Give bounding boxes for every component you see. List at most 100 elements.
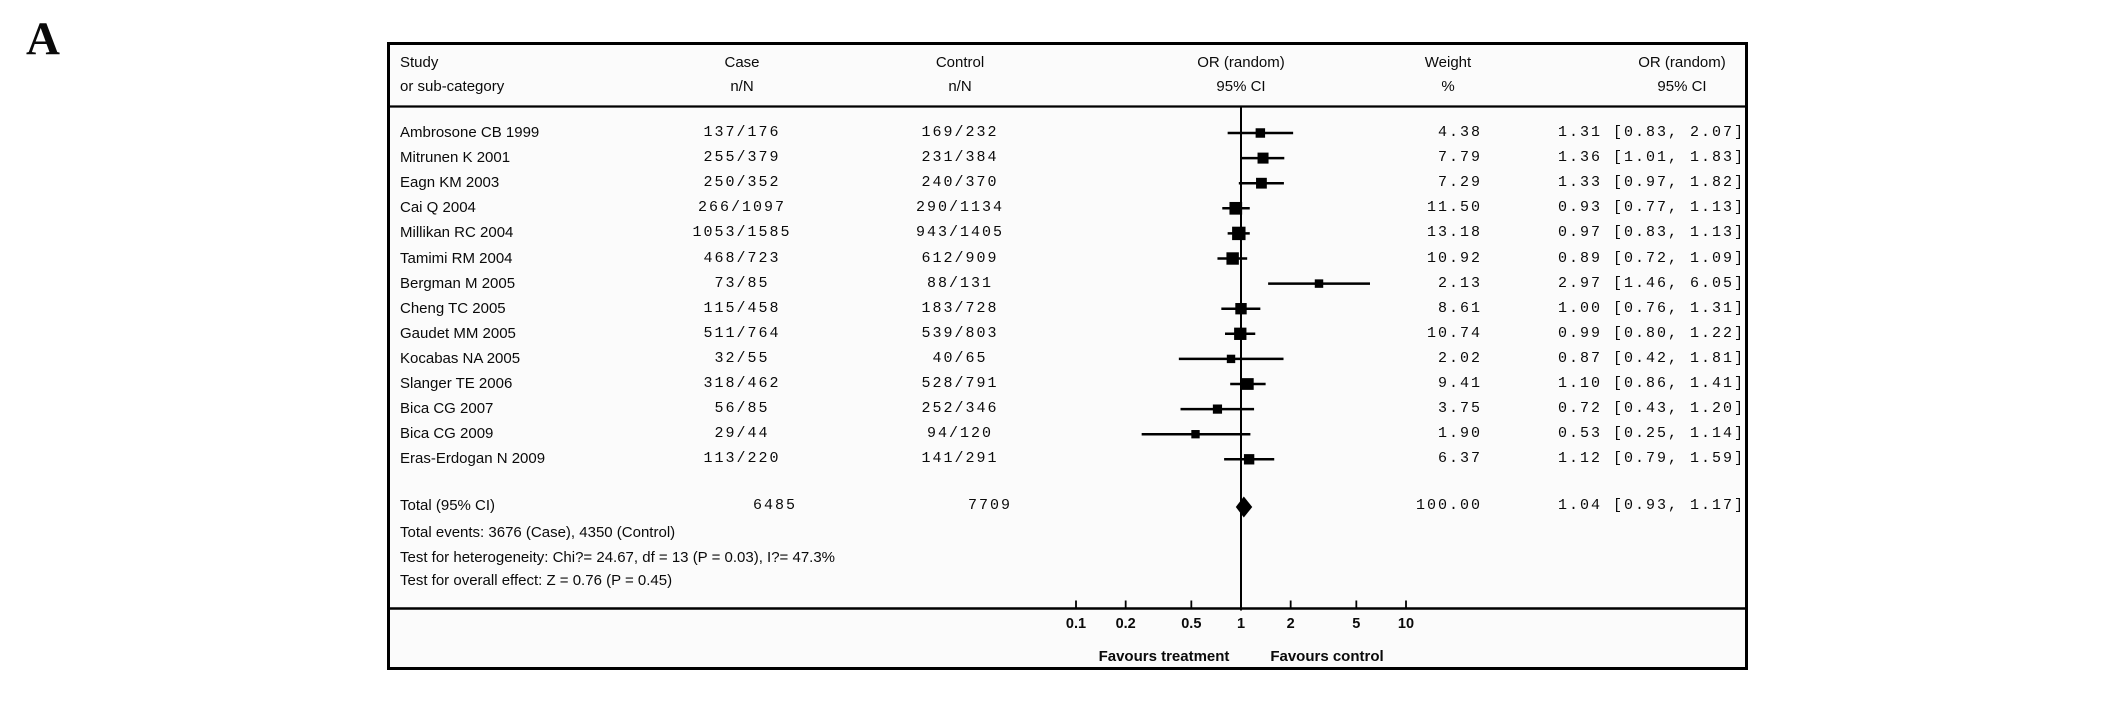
weight-value: 10.92 [1426, 249, 1482, 267]
study-name: Cai Q 2004 [400, 199, 476, 217]
point-estimate-square [1191, 430, 1200, 439]
total-row: Total (95% CI) 6485 7709 100.00 1.04 [0.… [390, 496, 1745, 516]
study-name: Millikan RC 2004 [400, 224, 514, 242]
control-n: 943/1405 [915, 224, 1004, 242]
axis-tick-label: 5 [1352, 616, 1361, 632]
case-n: 29/44 [714, 425, 770, 443]
column-header-weight-line1: Weight [1424, 54, 1472, 71]
case-n: 255/379 [703, 149, 781, 167]
weight-value: 4.38 [1437, 124, 1482, 141]
or-ci-value: 1.10 [0.86, 1.41] [1557, 375, 1745, 392]
overall-effect-test-line: Test for overall effect: Z = 0.76 (P = 0… [400, 572, 673, 589]
study-row: Kocabas NA 2005 32/55 40/65 2.02 0.87 [0.42,… [390, 349, 1745, 369]
study-row: Mitrunen K 2001 255/379 231/384 7.79 1.36 [1… [390, 148, 1745, 168]
pooled-diamond [1235, 496, 1253, 518]
axis-tick-label: 0.2 [1115, 616, 1136, 632]
case-n: 266/1097 [697, 199, 786, 217]
column-header-weight-line2: % [1441, 78, 1455, 95]
control-n: 290/1134 [915, 199, 1004, 217]
control-n: 40/65 [932, 349, 988, 367]
study-name: Ambrosone CB 1999 [400, 124, 540, 141]
column-header-or-plot: OR (random) 95% CI [1161, 51, 1321, 99]
or-ci-value: 1.00 [0.76, 1.31] [1557, 299, 1745, 317]
column-header-study: Study or sub-category [400, 51, 504, 99]
control-n: 252/346 [921, 400, 999, 418]
case-n: 73/85 [714, 274, 770, 292]
point-estimate-square [1256, 177, 1267, 189]
column-header-weight: Weight % [1368, 51, 1528, 99]
column-header-or-text-line1: OR (random) [1638, 54, 1726, 71]
control-n: 183/728 [921, 299, 999, 317]
point-estimate-square [1243, 454, 1255, 465]
case-n: 137/176 [703, 124, 781, 141]
forest-plot-panel: Study or sub-category Case n/N Control n… [387, 42, 1748, 670]
study-name: Bica CG 2009 [400, 425, 494, 443]
column-header-study-line1: Study [400, 54, 439, 71]
column-header-or-text-line2: 95% CI [1657, 78, 1707, 95]
study-row: Bergman M 2005 73/85 88/131 2.13 2.97 [1.46,… [390, 274, 1745, 294]
study-row: Gaudet MM 2005 511/764 539/803 10.74 0.99 [0… [390, 324, 1745, 344]
column-header-or-plot-line1: OR (random) [1197, 54, 1285, 71]
control-n: 528/791 [921, 375, 999, 392]
panel-label: A [26, 13, 60, 65]
control-n: 240/370 [921, 174, 999, 192]
axis-tick-label: 1 [1236, 616, 1246, 632]
or-ci-value: 0.93 [0.77, 1.13] [1557, 199, 1745, 217]
study-name: Mitrunen K 2001 [400, 149, 511, 167]
weight-value: 8.61 [1437, 299, 1482, 317]
favours-control-label: Favours control [1270, 648, 1384, 665]
or-ci-value: 1.12 [0.79, 1.59] [1557, 450, 1745, 468]
study-name: Bica CG 2007 [400, 400, 494, 418]
study-name: Eras-Erdogan N 2009 [400, 450, 546, 468]
point-estimate-square [1235, 303, 1247, 315]
weight-value: 2.13 [1437, 274, 1482, 292]
point-estimate-square [1226, 354, 1236, 364]
study-row: Eras-Erdogan N 2009 113/220 141/291 6.37 1.1… [390, 449, 1745, 469]
weight-value: 6.37 [1437, 450, 1482, 468]
case-n: 115/458 [703, 299, 781, 317]
control-n: 94/120 [926, 425, 993, 443]
case-n: 32/55 [714, 349, 770, 367]
point-estimate-square [1255, 128, 1266, 138]
column-header-control-line2: n/N [948, 78, 972, 95]
heterogeneity-test-line: Test for heterogeneity: Chi?= 24.67, df … [400, 549, 836, 566]
case-n: 318/462 [703, 375, 781, 392]
total-label: Total (95% CI) [400, 497, 496, 514]
total-events-line: Total events: 3676 (Case), 4350 (Control… [400, 524, 676, 541]
study-name: Slanger TE 2006 [400, 375, 513, 392]
or-ci-value: 0.99 [0.80, 1.22] [1557, 324, 1745, 342]
column-header-control-line1: Control [935, 54, 985, 71]
case-n: 250/352 [703, 174, 781, 192]
control-n: 169/232 [921, 124, 999, 141]
study-name: Gaudet MM 2005 [400, 324, 516, 342]
weight-value: 7.79 [1437, 149, 1482, 167]
or-ci-value: 0.53 [0.25, 1.14] [1557, 425, 1745, 443]
or-ci-value: 0.72 [0.43, 1.20] [1557, 400, 1745, 418]
point-estimate-square [1234, 327, 1247, 340]
column-header-or-plot-line2: 95% CI [1216, 78, 1266, 95]
forest-plot-graphics [390, 105, 1745, 611]
column-header-case: Case n/N [662, 51, 822, 99]
control-n: 141/291 [921, 450, 999, 468]
total-or-ci: 1.04 [0.93, 1.17] [1557, 497, 1745, 514]
weight-value: 1.90 [1437, 425, 1482, 443]
point-estimate-square [1229, 201, 1243, 215]
case-n: 113/220 [703, 450, 781, 468]
study-row: Cheng TC 2005 115/458 183/728 8.61 1.00 [0.7… [390, 299, 1745, 319]
study-row: Tamimi RM 2004 468/723 612/909 10.92 0.89 [0… [390, 249, 1745, 269]
column-header-case-line1: Case [724, 54, 760, 71]
case-n: 468/723 [703, 249, 781, 267]
study-row: Slanger TE 2006 318/462 528/791 9.41 1.10 [0… [390, 374, 1745, 394]
or-ci-value: 0.87 [0.42, 1.81] [1557, 349, 1745, 367]
study-name: Eagn KM 2003 [400, 174, 500, 192]
or-ci-value: 0.97 [0.83, 1.13] [1557, 224, 1745, 242]
or-ci-value: 2.97 [1.46, 6.05] [1557, 274, 1745, 292]
axis-tick-label: 0.1 [1065, 616, 1087, 632]
total-case-n: 6485 [752, 497, 797, 514]
or-ci-value: 1.31 [0.83, 2.07] [1557, 124, 1745, 141]
study-name: Bergman M 2005 [400, 274, 516, 292]
study-row: Cai Q 2004 266/1097 290/1134 11.50 0.93 [0.7… [390, 198, 1745, 218]
axis-tick-label: 0.5 [1181, 616, 1202, 632]
study-name: Tamimi RM 2004 [400, 249, 513, 267]
point-estimate-square [1257, 152, 1269, 164]
